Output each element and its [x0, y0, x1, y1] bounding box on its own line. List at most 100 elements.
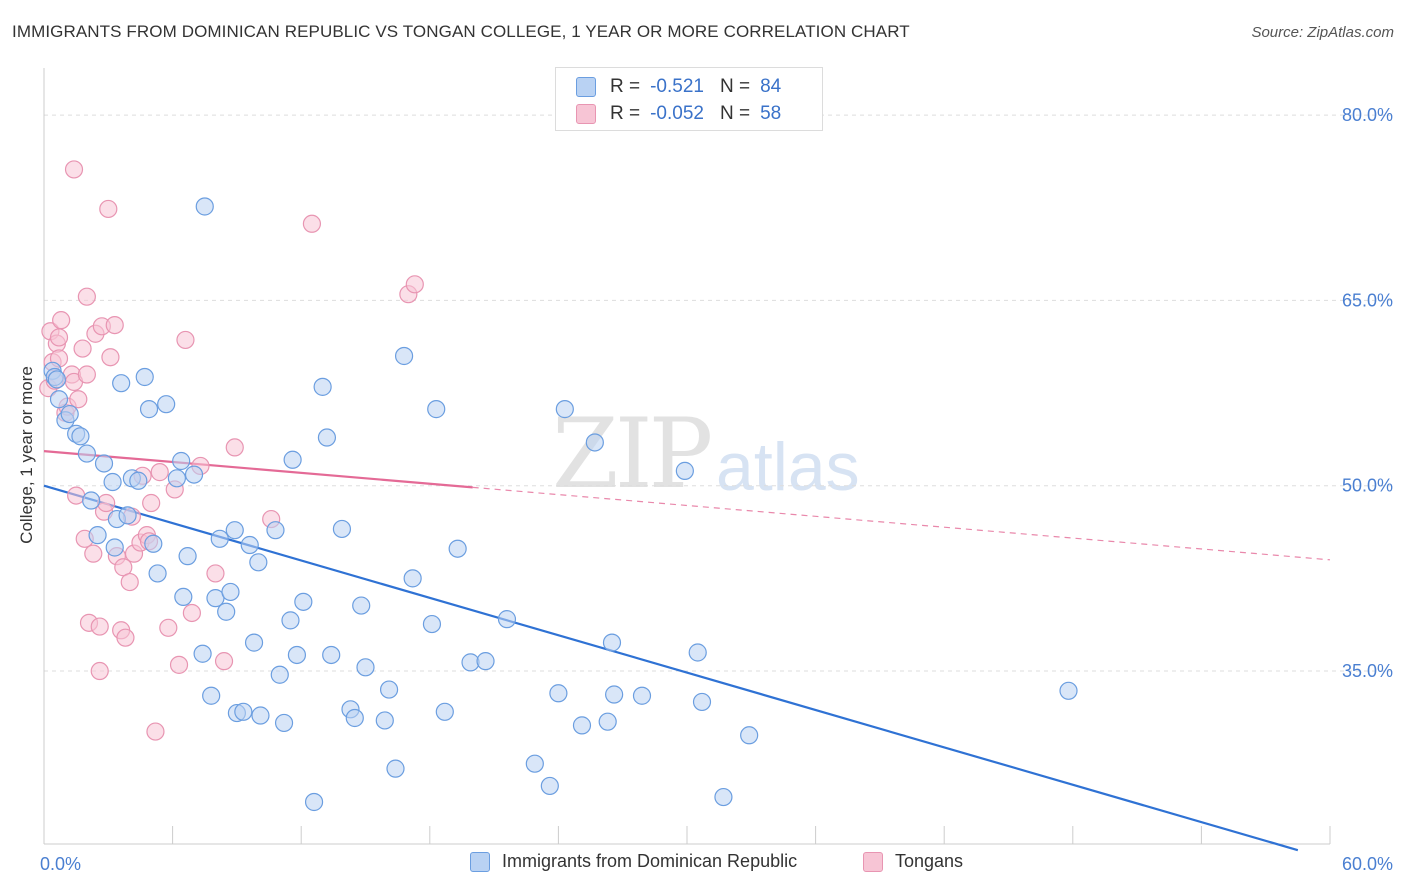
- blue-data-point: [240, 535, 259, 555]
- legend-item-dominican[interactable]: Immigrants from Dominican Republic: [470, 851, 797, 872]
- blue-data-point: [313, 377, 332, 396]
- pink-data-point: [77, 365, 96, 384]
- blue-data-point: [274, 713, 294, 733]
- blue-data-point: [193, 644, 212, 663]
- blue-data-point: [167, 469, 186, 488]
- blue-data-point: [178, 547, 197, 566]
- blue-data-point: [605, 685, 624, 704]
- blue-data-point: [304, 792, 324, 812]
- blue-data-point: [427, 400, 446, 419]
- x-tick-label: 60.0%: [1342, 854, 1393, 874]
- n-label: N =: [719, 103, 751, 124]
- blue-data-point: [1059, 681, 1078, 700]
- blue-data-point: [244, 633, 264, 652]
- blue-data-point: [129, 471, 148, 490]
- blue-data-point: [103, 472, 122, 492]
- y-tick-label: 35.0%: [1342, 661, 1393, 681]
- blue-data-point: [77, 444, 96, 463]
- blue-data-point: [294, 592, 313, 611]
- blue-data-point: [249, 553, 268, 572]
- legend-swatch-pink: [863, 851, 883, 872]
- blue-data-point: [345, 708, 364, 728]
- blue-data-point: [210, 529, 229, 548]
- blue-data-point: [47, 370, 66, 389]
- blue-data-point: [448, 539, 467, 558]
- pink-data-point: [225, 438, 244, 457]
- pink-data-point: [169, 655, 189, 674]
- y-tick-label: 50.0%: [1342, 476, 1393, 496]
- y-tick-labels: 35.0% 50.0% 65.0% 80.0%: [1342, 105, 1393, 681]
- blue-data-point: [332, 519, 352, 539]
- grid-lines: [44, 114, 1392, 672]
- pink-data-point: [90, 617, 109, 636]
- blue-data-point: [688, 643, 707, 662]
- blue-data-point: [322, 645, 341, 665]
- trend-lines: [43, 450, 1331, 852]
- r-value: -0.521: [650, 76, 704, 97]
- pink-data-point: [52, 311, 71, 330]
- blue-trend-line: [43, 484, 1299, 852]
- blue-data-point: [602, 633, 622, 652]
- pink-data-point: [77, 287, 96, 306]
- pink-data-point: [73, 339, 92, 358]
- blue-data-point: [82, 491, 101, 510]
- blue-data-point: [157, 395, 176, 414]
- blue-data-point: [379, 680, 399, 699]
- n-value: 58: [760, 103, 782, 124]
- legend-row-dominican: R = -0.521 N = 84: [576, 74, 781, 100]
- correlation-legend: R = -0.521 N = 84 R = -0.052 N = 58: [555, 67, 823, 131]
- blue-data-point: [234, 702, 253, 721]
- legend-row-tongans: R = -0.052 N = 58: [576, 101, 781, 127]
- n-label: N =: [719, 76, 751, 97]
- pink-data-point: [90, 661, 109, 681]
- y-tick-label: 80.0%: [1342, 105, 1393, 125]
- blue-data-point: [598, 712, 617, 731]
- pink-trend-extension: [472, 486, 1331, 561]
- blue-data-point: [172, 451, 191, 471]
- blue-data-point: [394, 346, 414, 366]
- pink-data-point: [146, 722, 165, 741]
- watermark-zip: ZIP: [552, 398, 713, 510]
- blue-data-point: [60, 404, 79, 424]
- watermark-atlas: atlas: [716, 429, 860, 505]
- blue-data-point: [352, 596, 371, 615]
- blue-data-point: [422, 614, 442, 634]
- axes: [43, 68, 1331, 845]
- blue-data-point: [139, 400, 159, 419]
- source-credit: Source: ZipAtlas.com: [1251, 24, 1394, 41]
- r-label: R =: [610, 76, 641, 97]
- blue-data-point: [105, 538, 124, 557]
- pink-data-point: [69, 390, 88, 409]
- blue-data-point: [195, 197, 214, 216]
- r-value: -0.052: [650, 103, 704, 124]
- blue-data-point: [202, 686, 221, 705]
- pink-data-point: [64, 160, 84, 179]
- legend-item-tongans[interactable]: Tongans: [863, 851, 963, 872]
- blue-data-point: [118, 506, 137, 525]
- blue-data-point: [71, 427, 90, 446]
- pink-data-point: [214, 652, 234, 671]
- blue-data-point: [356, 658, 375, 677]
- blue-data-point: [692, 692, 712, 712]
- data-points: [39, 160, 1078, 812]
- blue-data-point: [281, 611, 300, 630]
- blue-data-point: [497, 610, 517, 629]
- blue-data-point: [174, 587, 193, 607]
- blue-data-point: [572, 716, 592, 735]
- pink-data-point: [84, 544, 103, 563]
- blue-data-point: [375, 711, 394, 730]
- pink-data-point: [302, 214, 322, 233]
- blue-data-point: [317, 428, 337, 447]
- pink-data-point: [206, 564, 225, 583]
- pink-data-point: [159, 618, 178, 637]
- blue-data-point: [225, 521, 244, 540]
- pink-data-point: [67, 486, 86, 505]
- legend-label: Tongans: [895, 851, 964, 871]
- n-value: 84: [760, 76, 782, 97]
- blue-data-point: [435, 702, 454, 721]
- x-tick-label: 0.0%: [40, 854, 81, 874]
- blue-data-point: [88, 526, 107, 545]
- blue-data-point: [94, 454, 114, 473]
- pink-data-point: [182, 603, 201, 623]
